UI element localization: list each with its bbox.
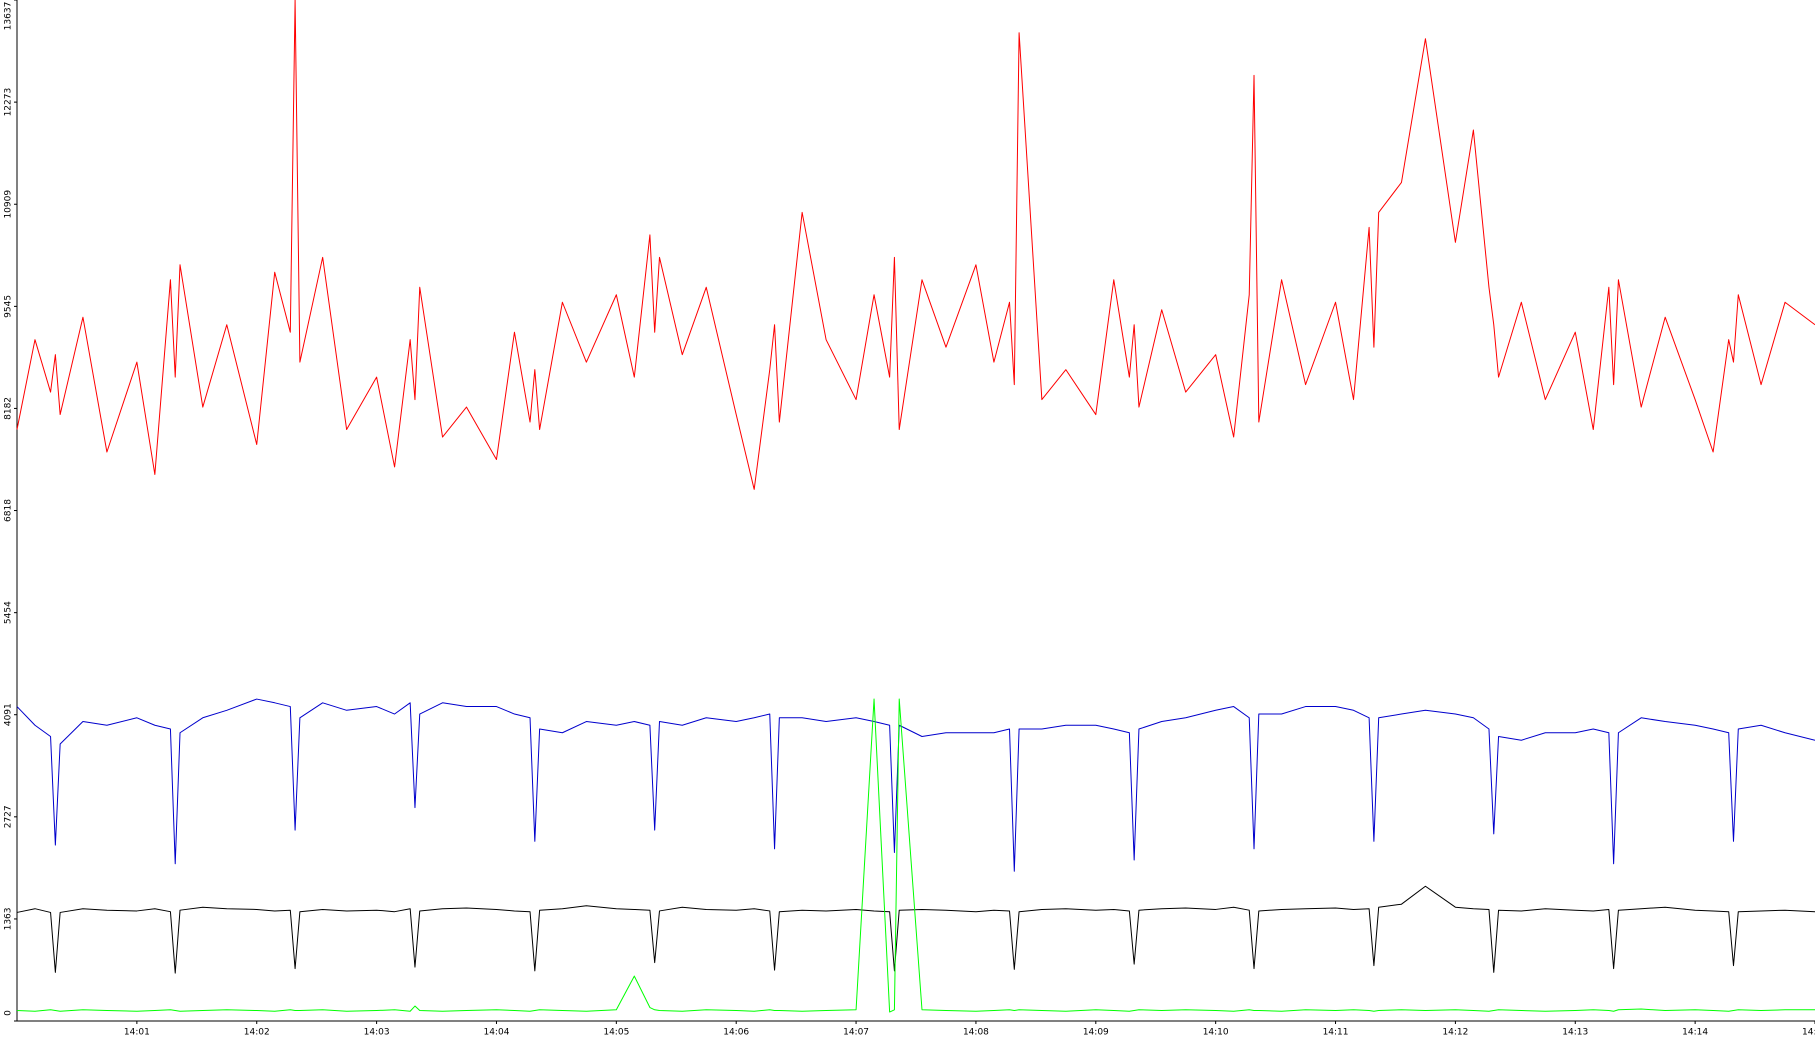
y-tick-label: 5454 xyxy=(4,601,14,624)
series-line xyxy=(16,0,1815,490)
x-tick-label: 14:15 xyxy=(1802,1028,1815,1038)
x-tick-label: 14:12 xyxy=(1442,1028,1468,1038)
x-tick-label: 14:14 xyxy=(1682,1028,1708,1038)
series-line xyxy=(16,885,1815,974)
series-line xyxy=(16,698,1815,1013)
x-tick-label: 14:13 xyxy=(1562,1028,1588,1038)
y-tick-label: 9545 xyxy=(4,295,14,318)
y-tick-label: 10909 xyxy=(4,190,14,219)
x-tick-label: 14:07 xyxy=(843,1028,869,1038)
y-tick-label: 2727 xyxy=(4,805,14,828)
y-tick-label: 12273 xyxy=(4,88,14,117)
y-tick-label: 8182 xyxy=(4,397,14,420)
y-tick-label: 4091 xyxy=(4,703,14,726)
x-tick-label: 14:11 xyxy=(1323,1028,1349,1038)
x-tick-label: 14:01 xyxy=(124,1028,150,1038)
x-tick-label: 14:05 xyxy=(603,1028,629,1038)
x-tick-label: 14:03 xyxy=(364,1028,390,1038)
x-tick-label: 14:10 xyxy=(1203,1028,1229,1038)
y-tick-label: 13637 xyxy=(4,2,14,31)
x-tick-label: 14:06 xyxy=(723,1028,749,1038)
x-tick-label: 14:02 xyxy=(244,1028,270,1038)
y-tick-label: 6818 xyxy=(4,499,14,522)
x-tick-label: 14:08 xyxy=(963,1028,989,1038)
series-line xyxy=(16,698,1815,872)
x-tick-label: 14:09 xyxy=(1083,1028,1109,1038)
x-tick-label: 14:04 xyxy=(483,1028,509,1038)
y-tick-label: 1363 xyxy=(4,907,14,930)
y-tick-label: 0 xyxy=(4,1010,14,1016)
